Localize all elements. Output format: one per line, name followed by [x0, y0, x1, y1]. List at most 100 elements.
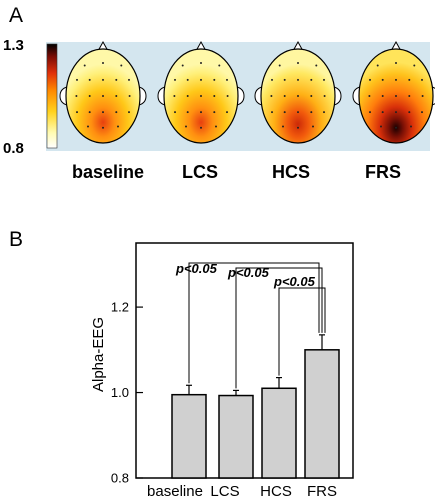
electrode-dot — [408, 95, 411, 97]
electrode-dot — [323, 95, 326, 97]
x-category-label: LCS — [210, 483, 239, 500]
ear-right — [138, 86, 147, 106]
electrode-dot — [310, 78, 313, 81]
electrode-dot — [283, 95, 286, 97]
y-tick-label: 1.2 — [111, 300, 129, 315]
scale-min-label: 0.8 — [3, 140, 24, 157]
electrode-dot — [88, 95, 91, 97]
scalp-map-frs — [352, 40, 435, 144]
electrode-dot — [213, 95, 216, 97]
significance-bracket — [278, 287, 326, 376]
electrode-dot — [185, 125, 187, 128]
electrode-dot — [282, 125, 284, 128]
ear-left — [352, 86, 361, 106]
electrode-dot — [174, 78, 176, 81]
electrode-dot — [413, 64, 416, 67]
electrode-dot — [297, 126, 299, 129]
electrode-dot — [128, 95, 131, 97]
electrode-dot — [315, 64, 318, 67]
electrode-dot — [297, 95, 299, 97]
ear-left — [254, 86, 263, 106]
electrode-dot — [88, 78, 91, 81]
electrode-dot — [102, 111, 104, 114]
scalp-maps — [59, 40, 435, 144]
electrode-dot — [102, 62, 104, 64]
electrode-dot — [87, 125, 89, 128]
electrode-dot — [215, 125, 217, 128]
electrode-dot — [200, 95, 202, 97]
condition-label-lcs: LCS — [182, 162, 218, 182]
condition-label-frs: FRS — [365, 162, 401, 182]
electrode-dot — [120, 64, 123, 67]
scale-max-label: 1.3 — [3, 37, 24, 54]
condition-label-hcs: HCS — [272, 162, 310, 182]
electrode-dot — [83, 64, 86, 67]
electrode-dot — [226, 111, 228, 114]
electrode-dot — [102, 78, 104, 81]
electrode-dot — [310, 95, 313, 97]
electrode-dot — [408, 78, 411, 81]
bar-series — [171, 334, 340, 479]
electrode-dot — [410, 125, 412, 128]
electrode-dot — [270, 95, 273, 97]
electrode-dot — [115, 111, 118, 114]
color-scale-bar — [46, 43, 58, 149]
electrode-dot — [200, 126, 202, 129]
electrode-dot — [381, 95, 384, 97]
significance-bracket — [188, 262, 320, 384]
electrode-dot — [115, 95, 118, 97]
y-axis-label: Alpha-EEG — [90, 317, 107, 392]
electrode-dot — [381, 111, 384, 114]
bar-lcs — [218, 394, 254, 479]
electrode-dot — [128, 111, 130, 114]
electrode-dot — [395, 78, 397, 81]
condition-label-baseline: baseline — [72, 162, 144, 182]
electrode-dot — [421, 78, 423, 81]
x-category-label: baseline — [147, 483, 203, 500]
electrode-dot — [368, 95, 371, 97]
scalp-map-baseline — [59, 40, 147, 144]
electrode-dot — [297, 78, 299, 81]
panel-b-label: B — [9, 228, 24, 251]
electrode-dot — [174, 111, 176, 114]
electrode-dot — [297, 111, 299, 114]
electrode-dot — [117, 125, 119, 128]
electrode-dot — [181, 64, 184, 67]
electrode-dot — [115, 78, 118, 81]
ear-right — [236, 86, 245, 106]
x-axis-categories: baseline LCS HCS FRS — [147, 483, 337, 500]
electrode-dot — [283, 78, 286, 81]
scalp-map-lcs — [157, 40, 245, 144]
electrode-dot — [421, 95, 424, 97]
electrode-dot — [369, 111, 371, 114]
electrode-dot — [173, 95, 176, 97]
scalp-map-hcs — [254, 40, 342, 144]
electrode-dot — [283, 111, 286, 114]
electrode-dot — [226, 78, 228, 81]
ear-left — [157, 86, 166, 106]
electrode-dot — [381, 78, 384, 81]
bar-baseline — [171, 393, 207, 479]
significance-bracket — [235, 267, 323, 389]
electrode-dot — [312, 125, 314, 128]
electrode-dot — [408, 111, 411, 114]
electrode-dot — [395, 62, 397, 64]
electrode-dot — [395, 111, 397, 114]
electrode-dot — [102, 126, 104, 129]
electrode-dot — [218, 64, 221, 67]
panel-a-label: A — [9, 4, 24, 27]
x-category-label: HCS — [260, 483, 292, 500]
electrode-dot — [88, 111, 91, 114]
significance-label: p<0.05 — [273, 274, 316, 289]
ear-right — [333, 86, 342, 106]
electrode-dot — [323, 78, 325, 81]
electrode-dot — [213, 111, 216, 114]
electrode-dot — [297, 62, 299, 64]
electrode-dot — [395, 95, 397, 97]
electrode-dot — [271, 78, 273, 81]
electrode-dot — [421, 111, 423, 114]
electrode-dot — [186, 95, 189, 97]
electrode-dot — [186, 111, 189, 114]
significance-brackets: p<0.05 p<0.05p<0.05 — [175, 261, 326, 389]
